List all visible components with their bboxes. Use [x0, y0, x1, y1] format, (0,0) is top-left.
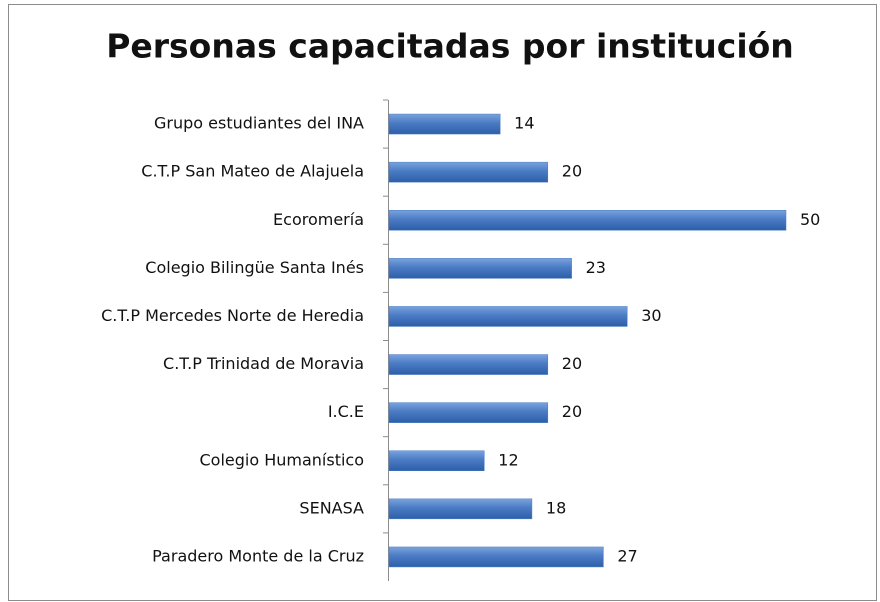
chart-title: Personas capacitadas por institución	[106, 27, 794, 66]
data-label: 14	[514, 114, 534, 133]
data-label: 20	[562, 162, 582, 181]
bar	[388, 113, 501, 135]
data-label: 18	[546, 498, 566, 517]
y-tick-label: Colegio Humanístico	[199, 450, 364, 469]
y-tick-label: I.C.E	[328, 402, 364, 421]
data-label: 23	[586, 258, 606, 277]
bar	[388, 450, 485, 471]
data-label: 50	[800, 210, 820, 229]
bar	[388, 161, 549, 183]
y-tick-label: C.T.P Mercedes Norte de Heredia	[101, 306, 364, 325]
y-tick-label: Colegio Bilingüe Santa Inés	[145, 258, 364, 277]
data-label: 20	[562, 402, 582, 421]
data-label: 20	[562, 354, 582, 373]
y-tick-label: C.T.P San Mateo de Alajuela	[141, 162, 364, 181]
y-tick-label: C.T.P Trinidad de Moravia	[163, 354, 364, 373]
bar	[388, 354, 549, 375]
y-tick-label: Paradero Monte de la Cruz	[152, 546, 364, 565]
data-label: 12	[498, 450, 518, 469]
y-tick-label: Ecoromería	[273, 210, 364, 229]
data-label: 30	[641, 306, 661, 325]
y-tick-label: SENASA	[299, 498, 364, 517]
bar	[388, 402, 549, 423]
bar	[388, 306, 628, 327]
data-label: 27	[617, 546, 637, 565]
bar	[388, 546, 604, 568]
bar	[388, 210, 787, 231]
y-tick-label: Grupo estudiantes del INA	[154, 114, 364, 133]
bar	[388, 498, 533, 520]
bar	[388, 258, 572, 279]
